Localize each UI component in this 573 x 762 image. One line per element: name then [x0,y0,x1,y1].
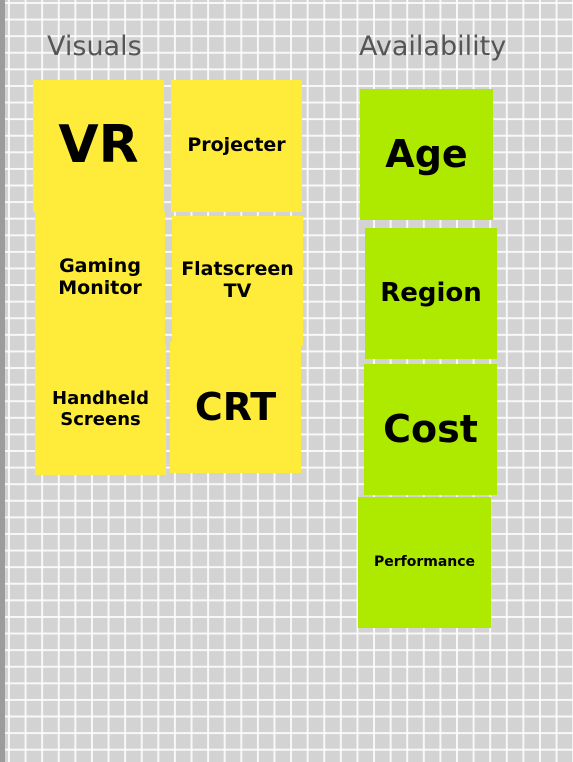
visuals-heading: Visuals [47,31,142,62]
note-label: Projecter [187,134,286,157]
note-label: CRT [194,384,277,429]
board-left-edge [0,0,5,762]
note-label: VR [58,115,139,176]
note-label: Region [380,277,482,308]
note-label: Performance [373,554,476,571]
sticky-note-handheld-screens[interactable]: Handheld Screens [35,344,166,475]
sticky-note-cost[interactable]: Cost [364,364,497,495]
note-label: Cost [383,406,478,451]
sticky-note-gaming-monitor[interactable]: Gaming Monitor [35,212,165,344]
sticky-note-age[interactable]: Age [360,89,493,220]
note-label: Gaming Monitor [58,255,142,299]
sticky-note-region[interactable]: Region [365,228,497,359]
availability-heading: Availability [359,31,507,62]
sticky-note-projecter[interactable]: Projecter [171,80,302,212]
note-label: Handheld Screens [52,387,149,430]
sticky-note-vr[interactable]: VR [33,80,164,212]
sticky-note-performance[interactable]: Performance [358,497,491,628]
sticky-note-crt[interactable]: CRT [170,342,301,473]
note-label: Age [385,131,468,176]
note-label: Flatscreen TV [181,258,294,302]
sticky-note-flatscreen-tv[interactable]: Flatscreen TV [172,216,303,346]
